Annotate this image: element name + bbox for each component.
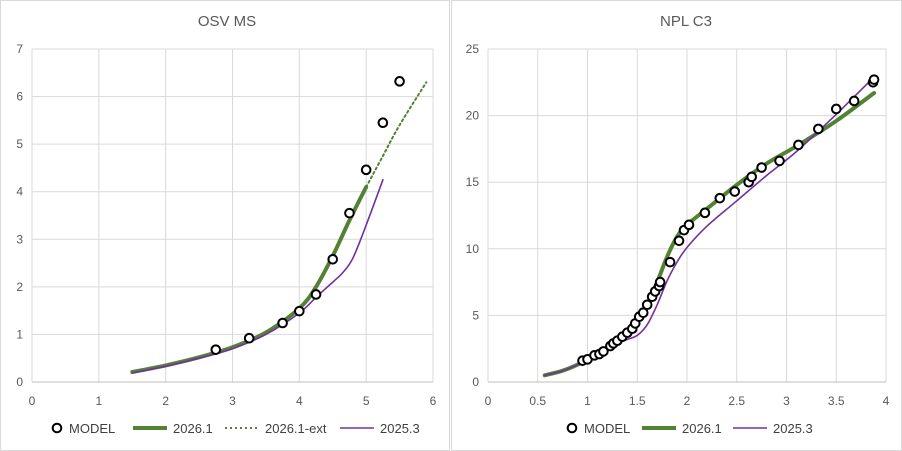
legend-label: 2025.3 [773, 421, 813, 436]
model-point [664, 256, 676, 268]
series-line-2026-1 [130, 185, 369, 374]
model-point [848, 95, 860, 107]
model-point [360, 164, 372, 176]
model-point [344, 207, 355, 219]
legend-swatch-model [566, 422, 578, 434]
y-tick-label: 25 [466, 42, 480, 56]
y-tick-label: 10 [466, 242, 480, 256]
model-point [683, 219, 695, 231]
chart-panel-osv-ms: OSV MS 0 1 2 3 4 5 6 0 1 2 3 4 5 6 7 MODEL 2026.1 2026.1… [0, 0, 450, 451]
model-point [294, 305, 305, 317]
x-tick-label: 1 [95, 394, 102, 408]
legend-swatch-model [51, 422, 63, 434]
x-tick-label: 4 [296, 394, 303, 408]
x-tick-label: 0 [485, 394, 492, 408]
x-tick-label: 0.5 [529, 394, 546, 408]
model-point [654, 276, 666, 288]
legend-label: 2025.3 [380, 421, 420, 436]
x-tick-label: 2 [684, 394, 691, 408]
y-tick-label: 5 [16, 137, 23, 151]
chart-osv-ms: OSV MS 0 1 2 3 4 5 6 0 1 2 3 4 5 6 7 MODEL 2026.1 2026.1… [16, 13, 437, 436]
model-point [746, 171, 757, 183]
y-tick-label: 3 [16, 232, 23, 246]
model-point [394, 76, 405, 87]
x-tick-label: 1 [584, 394, 591, 408]
model-point [277, 317, 288, 329]
x-tick-label: 3 [783, 394, 790, 408]
model-point [813, 123, 824, 135]
x-tick-label: 5 [363, 394, 370, 408]
y-tick-label: 2 [16, 280, 23, 294]
y-tick-label: 5 [472, 308, 479, 322]
legend-label: 2026.1 [173, 421, 213, 436]
x-tick-label: 0 [29, 394, 36, 408]
legend-label: 2026.1 [682, 421, 722, 436]
model-point [774, 155, 785, 167]
model-point [310, 289, 322, 300]
series-line-2025-3 [131, 179, 384, 374]
legend-label: MODEL [69, 421, 115, 436]
series-line-2026-1 [542, 91, 877, 378]
y-tick-label: 7 [16, 42, 23, 56]
model-point [699, 207, 711, 219]
model-point [243, 332, 255, 344]
y-tick-label: 1 [16, 327, 23, 341]
x-tick-label: 4 [883, 394, 890, 408]
model-point [641, 299, 653, 311]
chart-title: OSV MS [198, 13, 256, 30]
x-tick-label: 3 [229, 394, 236, 408]
model-point [729, 186, 741, 197]
model-point [756, 162, 767, 173]
x-tick-label: 6 [430, 394, 437, 408]
model-point [868, 74, 880, 85]
chart-panel-npl-c3: NPL C3 0 0.5 1 1.5 2 2.5 3 3.5 4 0 5 10 15 20 25 MODEL… [451, 0, 902, 451]
x-tick-label: 2.5 [728, 394, 745, 408]
model-point [714, 192, 726, 204]
model-point [327, 253, 339, 265]
y-tick-label: 15 [466, 175, 480, 189]
x-tick-label: 3.5 [828, 394, 845, 408]
y-tick-label: 6 [16, 90, 23, 104]
chart-title: NPL C3 [660, 13, 712, 30]
x-tick-label: 1.5 [629, 394, 646, 408]
chart-npl-c3: NPL C3 0 0.5 1 1.5 2 2.5 3 3.5 4 0 5 10 15 20 25 MODEL… [466, 13, 890, 436]
model-point [210, 344, 222, 355]
y-tick-label: 20 [466, 109, 480, 123]
x-tick-label: 2 [162, 394, 169, 408]
model-point [673, 235, 685, 247]
model-point [637, 307, 649, 319]
y-tick-label: 0 [472, 375, 479, 389]
series-line-2026-1-ext [365, 81, 428, 188]
y-tick-label: 0 [16, 375, 23, 389]
legend-label: 2026.1-ext [265, 421, 327, 436]
series-line-2025-3 [543, 76, 875, 377]
legend-label: MODEL [584, 421, 630, 436]
model-point [793, 139, 804, 151]
model-point [377, 117, 389, 129]
model-point [598, 346, 609, 357]
y-tick-label: 4 [16, 185, 23, 199]
model-point [830, 103, 842, 115]
